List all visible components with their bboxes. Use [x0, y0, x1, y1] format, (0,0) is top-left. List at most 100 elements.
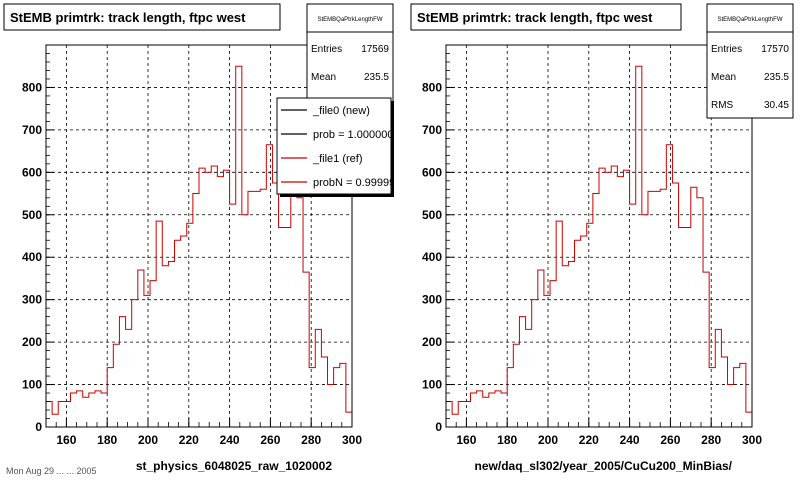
histogram-bin	[483, 397, 489, 427]
legend-clip: _file0 (new) prob = 1.000000 _file1 (ref) p…	[281, 105, 395, 189]
y-tick-label: 400	[422, 250, 442, 264]
stats-label: Entries	[711, 44, 742, 55]
histogram-bin	[697, 198, 703, 427]
histogram-bin	[691, 187, 697, 427]
histogram-panel-1: 0 100 200 300 400 500 600 700 800 160 180 200 220 240…	[3, 3, 395, 473]
stats-box-name: StEMBQaPtrkLengthFW	[717, 17, 782, 23]
histogram-series-line	[46, 65, 352, 415]
histogram-bin	[340, 363, 346, 427]
histogram-bin	[556, 221, 562, 427]
histogram-bin	[321, 357, 327, 427]
histogram-bin	[181, 236, 187, 427]
histogram-bin	[138, 270, 144, 427]
histogram-bin	[150, 281, 156, 427]
x-tick-label: 260	[260, 433, 280, 447]
histogram-bin	[126, 329, 132, 427]
y-tick-label: 200	[22, 335, 42, 349]
histogram-bin	[285, 228, 291, 427]
histogram-bin	[89, 393, 95, 427]
legend-label: probN = 0.99999	[313, 177, 395, 189]
y-tick-label: 700	[22, 123, 42, 137]
histogram-bin	[544, 295, 550, 427]
histogram-bin	[95, 391, 101, 427]
x-tick-label: 220	[579, 433, 599, 447]
histogram-bin	[58, 402, 64, 427]
histogram-bin	[242, 215, 248, 427]
histogram-bin	[193, 194, 199, 427]
histogram-bin	[162, 266, 168, 427]
plot-area	[446, 45, 752, 427]
histogram-bin	[83, 397, 89, 427]
histogram-bin	[562, 266, 568, 427]
title-box	[3, 3, 281, 31]
histogram-bin	[113, 344, 119, 427]
y-tick-label: 100	[422, 378, 442, 392]
histogram-bin	[526, 329, 532, 427]
histogram-bin	[593, 194, 599, 427]
x-tick-label: 300	[742, 433, 762, 447]
x-tick-label: 280	[301, 433, 321, 447]
histogram-bin	[709, 368, 715, 427]
histogram-bin	[52, 414, 58, 427]
x-tick-label: 240	[220, 433, 240, 447]
footer-timestamp: Mon Aug 29 ... ... 2005	[6, 466, 97, 476]
histogram-bin	[746, 412, 752, 427]
histogram-bin	[538, 270, 544, 427]
x-tick-label: 220	[179, 433, 199, 447]
y-tick-label: 800	[422, 80, 442, 94]
x-tick-label: 240	[620, 433, 640, 447]
chart-title: StEMB primtrk: track length, ftpc west	[417, 10, 653, 25]
histogram-bin	[666, 145, 672, 427]
stats-box-name: StEMBQaPtrkLengthFW	[317, 17, 382, 23]
stats-box	[706, 3, 794, 119]
y-tick-label: 600	[422, 165, 442, 179]
y-tick-label: 100	[22, 378, 42, 392]
histogram-bin	[328, 385, 334, 427]
y-tick-label: 800	[22, 80, 42, 94]
histogram-bin	[266, 145, 272, 427]
histogram-bin	[70, 393, 76, 427]
histogram-bin	[648, 191, 654, 427]
histogram-bin	[685, 228, 691, 427]
stats-value: 235.5	[364, 72, 389, 83]
histogram-bin	[248, 191, 254, 427]
histogram-bin	[654, 191, 660, 427]
stats-label: Entries	[311, 44, 342, 55]
histogram-bin	[501, 393, 507, 427]
histogram-bin	[309, 368, 315, 427]
histogram-bin	[223, 170, 229, 427]
histogram-bin	[144, 295, 150, 427]
histogram-bin	[636, 66, 642, 427]
title-box	[410, 3, 682, 31]
histogram-bin	[495, 391, 501, 427]
y-tick-label: 400	[22, 250, 42, 264]
histogram-bin	[587, 223, 593, 427]
y-tick-label: 0	[35, 420, 42, 434]
histogram-bin	[605, 172, 611, 427]
legend-box	[276, 97, 392, 195]
y-tick-label: 0	[435, 420, 442, 434]
histogram-bin	[568, 261, 574, 427]
histogram-bin	[642, 215, 648, 427]
y-tick-label: 700	[422, 123, 442, 137]
histogram-bin	[175, 240, 181, 427]
x-tick-label: 180	[97, 433, 117, 447]
histogram-bin	[581, 236, 587, 427]
histogram-bin	[519, 317, 525, 427]
histogram-bin	[660, 189, 666, 427]
x-tick-label: 160	[56, 433, 76, 447]
histogram-bin	[489, 393, 495, 427]
histogram-series-line	[446, 65, 752, 415]
histogram-bin	[458, 402, 464, 427]
histogram-bin	[446, 402, 452, 427]
histogram-bin	[513, 344, 519, 427]
histogram-bin	[168, 261, 174, 427]
histogram-bin	[630, 204, 636, 427]
histogram-bin	[734, 368, 740, 427]
legend-label: prob = 1.000000	[313, 129, 393, 141]
histogram-bin	[205, 172, 211, 427]
histogram-bin	[101, 393, 107, 427]
histogram-bin	[156, 221, 162, 427]
histogram-bin	[236, 66, 242, 427]
histogram-bin	[703, 272, 709, 427]
